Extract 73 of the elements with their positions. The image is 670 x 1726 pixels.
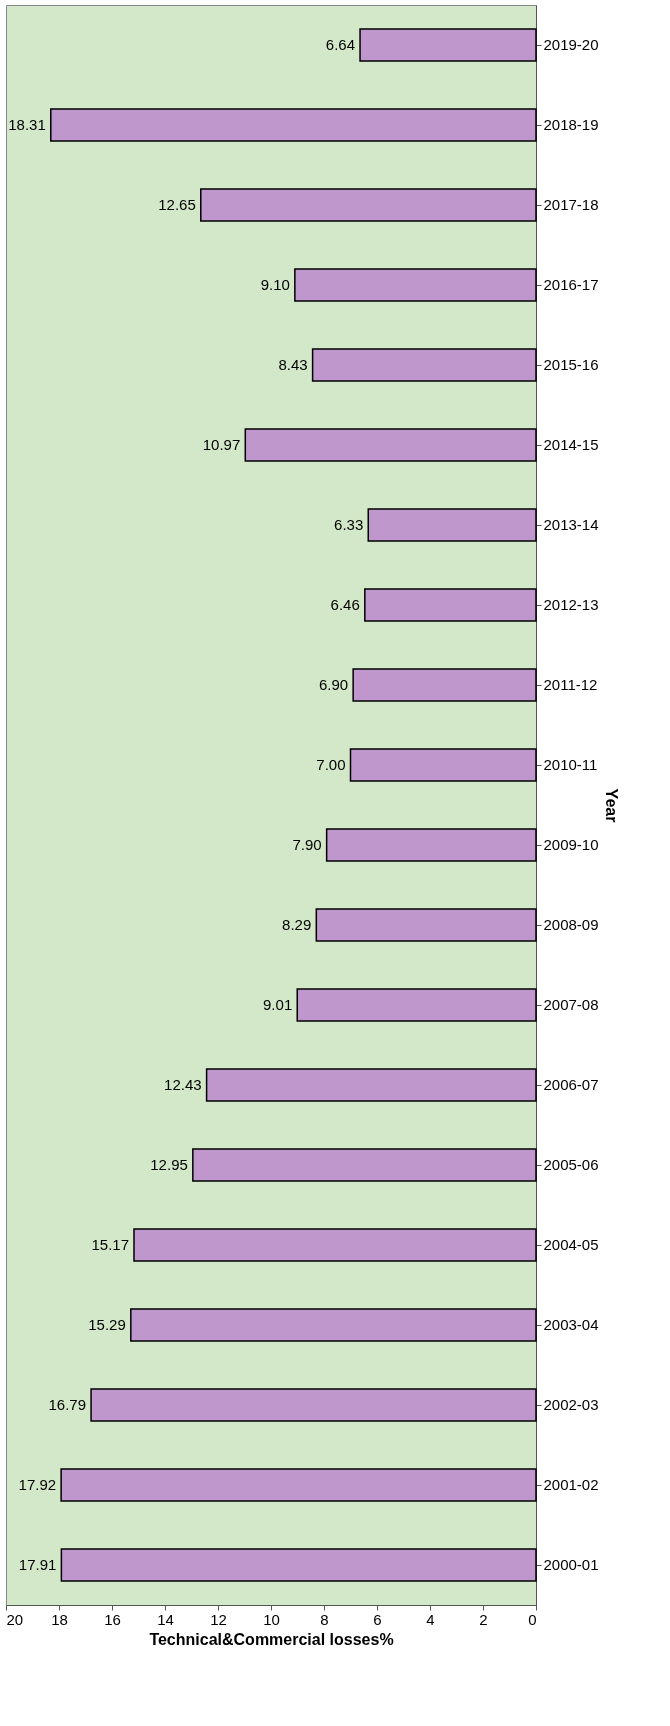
data-label: 17.91 [18, 1556, 57, 1573]
y-tick-label: 2008-09 [543, 916, 599, 933]
x-tick-label: 4 [426, 1610, 435, 1628]
y-tick-label: 2018-19 [543, 116, 599, 133]
x-tick-label: 18 [51, 1610, 68, 1628]
x-tick-label: 20 [6, 1610, 24, 1628]
bar [133, 1228, 537, 1262]
data-label: 6.64 [325, 36, 356, 53]
data-label: 9.01 [263, 996, 293, 1013]
bar [244, 428, 537, 462]
bar [192, 1148, 537, 1182]
data-label: 6.33 [334, 516, 364, 533]
y-tick-label: 2007-08 [543, 996, 599, 1013]
y-tick-label: 2016-17 [543, 276, 599, 293]
bar [325, 828, 537, 862]
y-tick-label: 2006-07 [543, 1076, 599, 1093]
y-tick-label: 2017-18 [543, 196, 599, 213]
y-tick-label: 2000-01 [543, 1556, 599, 1573]
bar [60, 1548, 537, 1582]
bar [200, 188, 537, 222]
y-tick-label: 2003-04 [543, 1316, 599, 1333]
data-label: 10.97 [202, 436, 241, 453]
data-label: 12.95 [150, 1156, 188, 1173]
data-label: 6.46 [330, 596, 360, 613]
x-axis-title: Technical&Commercial losses% [149, 1630, 394, 1648]
y-tick-label: 2012-13 [543, 596, 599, 613]
x-tick-label: 12 [210, 1610, 227, 1628]
bar [349, 748, 537, 782]
bar [364, 588, 537, 622]
data-label: 16.79 [48, 1396, 87, 1413]
data-label: 7.90 [292, 836, 322, 853]
x-tick-label: 14 [157, 1610, 174, 1628]
y-tick-label: 2009-10 [543, 836, 599, 853]
y-tick-label: 2004-05 [543, 1236, 599, 1253]
data-label: 18.31 [8, 116, 46, 133]
y-tick-label: 2005-06 [543, 1156, 599, 1173]
data-label: 7.00 [316, 756, 346, 773]
data-label: 12.43 [164, 1076, 202, 1093]
y-tick-label: 2011-12 [543, 676, 598, 693]
y-tick-label: 2001-02 [543, 1476, 599, 1493]
data-label: 9.10 [260, 276, 290, 293]
bar [60, 1468, 537, 1502]
y-tick-label: 2014-15 [543, 436, 599, 453]
y-tick-label: 2015-16 [543, 356, 599, 373]
x-tick-label: 10 [263, 1610, 280, 1628]
bar [359, 28, 537, 62]
bar [205, 1068, 537, 1102]
bar [367, 508, 537, 542]
bar [296, 988, 537, 1022]
bar [352, 668, 537, 702]
y-tick-label: 2010-11 [543, 756, 598, 773]
y-tick-label: 2019-20 [543, 36, 599, 53]
bar [50, 108, 537, 142]
x-tick-label: 6 [373, 1610, 382, 1628]
data-label: 6.90 [318, 676, 349, 693]
y-axis-title: Year [602, 788, 620, 823]
y-tick-label: 2013-14 [543, 516, 599, 533]
y-tick-label: 2002-03 [543, 1396, 599, 1413]
x-tick-label: 0 [528, 1610, 537, 1628]
data-label: 15.29 [88, 1316, 126, 1333]
data-label: 8.29 [282, 916, 312, 933]
data-label: 15.17 [91, 1236, 129, 1253]
bar [311, 348, 537, 382]
data-label: 8.43 [278, 356, 308, 373]
x-tick-label: 2 [479, 1610, 488, 1628]
data-label: 17.92 [18, 1476, 57, 1493]
bar [90, 1388, 537, 1422]
x-tick-label: 8 [320, 1610, 329, 1628]
bar [315, 908, 537, 942]
bar [130, 1308, 537, 1342]
bar [294, 268, 537, 302]
x-tick-label: 16 [104, 1610, 121, 1628]
data-label: 12.65 [158, 196, 196, 213]
